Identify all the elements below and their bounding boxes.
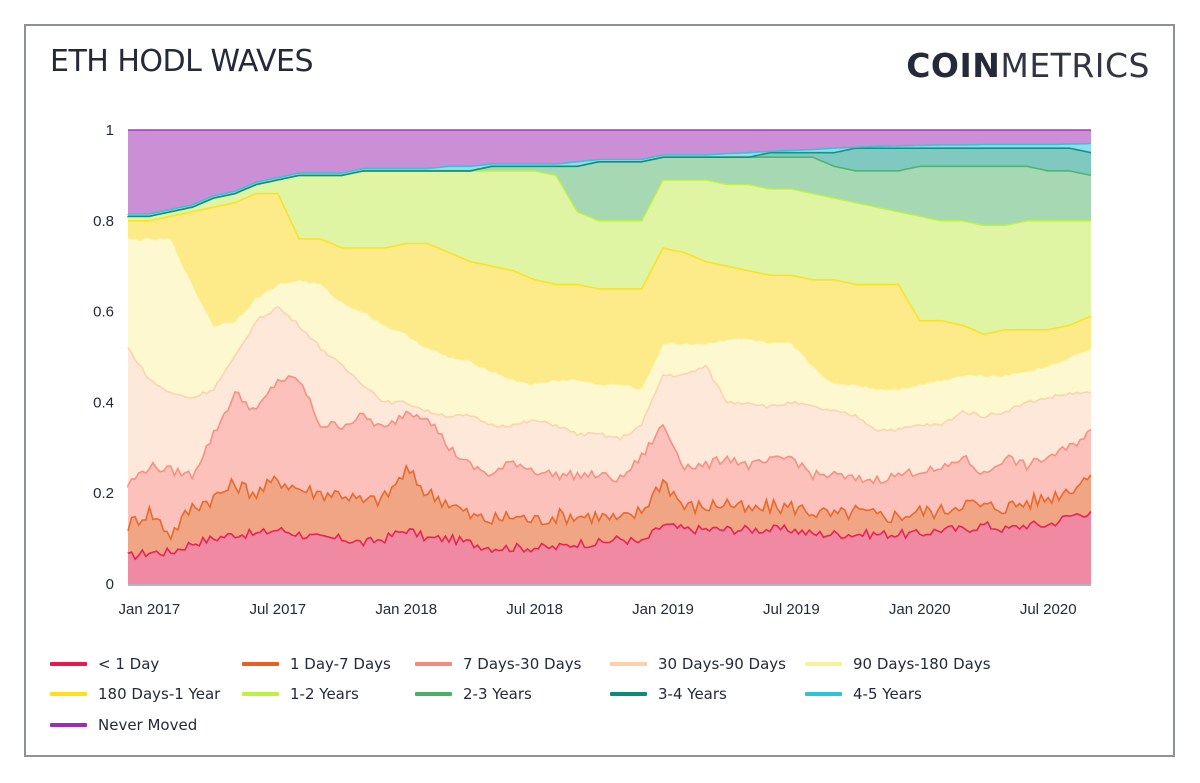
line-3-4-years [127, 147, 1092, 218]
band-lines [127, 129, 1092, 561]
line-7-days-30-days [127, 374, 1092, 489]
area-1-day [128, 511, 1091, 584]
y-tick-label: 0.2 [93, 485, 114, 502]
line-1-day [127, 510, 1092, 561]
x-tick-label: Jul 2020 [1020, 601, 1077, 618]
legend-item[interactable]: 1 Day-7 Days [242, 655, 391, 673]
legend-item[interactable]: 7 Days-30 Days [415, 655, 581, 673]
legend-label: 1 Day-7 Days [290, 655, 391, 673]
legend-swatch [242, 692, 279, 696]
legend-label: 7 Days-30 Days [463, 655, 582, 673]
line-180-days-1-year [128, 192, 1092, 336]
legend-swatch [50, 723, 87, 727]
y-axis-ticks: 0 0.2 0.4 0.6 0.8 1 [93, 122, 114, 593]
y-tick-label: 0 [106, 576, 114, 593]
line-30-days-90-days [127, 305, 1092, 441]
legend-label: Never Moved [98, 716, 198, 734]
y-tick-label: 0.4 [93, 394, 114, 411]
legend-item[interactable]: 3-4 Years [610, 685, 727, 703]
x-tick-label: Jan 2018 [375, 601, 437, 618]
legend-item[interactable]: Never Moved [50, 716, 197, 734]
y-tick-label: 0.8 [93, 213, 114, 230]
x-axis-ticks: Jan 2017 Jul 2017 Jan 2018 Jul 2018 Jan 2019… [119, 601, 1077, 618]
line-4-5-years [127, 142, 1092, 215]
legend-item[interactable]: 4-5 Years [805, 685, 922, 703]
legend-label: 1-2 Years [290, 685, 359, 703]
legend-label: 180 Days-1 Year [98, 685, 221, 703]
legend-label: 2-3 Years [463, 685, 532, 703]
legend-swatch [415, 692, 452, 696]
y-tick-label: 1 [106, 122, 114, 139]
legend-label: 90 Days-180 Days [853, 655, 991, 673]
chart-title: ETH HODL WAVES [50, 44, 314, 79]
legend-label: 4-5 Years [853, 685, 922, 703]
legend-label: 30 Days-90 Days [658, 655, 786, 673]
legend-item[interactable]: 30 Days-90 Days [610, 655, 786, 673]
x-tick-label: Jul 2017 [249, 601, 306, 618]
legend-swatch [805, 692, 842, 696]
legend-swatch [242, 662, 279, 666]
logo-light-text: METRICS [1000, 46, 1150, 85]
logo-bold-text: COIN [906, 46, 1001, 85]
x-tick-label: Jul 2018 [506, 601, 563, 618]
legend-item[interactable]: 90 Days-180 Days [805, 655, 991, 673]
line-90-days-180-days [127, 236, 1092, 391]
legend-swatch [415, 662, 452, 666]
legend-swatch [805, 662, 842, 666]
coinmetrics-logo: COINMETRICS [906, 46, 1150, 85]
legend-label: < 1 Day [98, 655, 160, 673]
y-tick-label: 0.6 [93, 304, 114, 321]
legend-item[interactable]: 180 Days-1 Year [50, 685, 220, 703]
legend-swatch [50, 662, 87, 666]
x-tick-label: Jan 2020 [889, 601, 951, 618]
legend-swatch [50, 692, 87, 696]
legend-item[interactable]: 1-2 Years [242, 685, 359, 703]
legend-item[interactable]: 2-3 Years [415, 685, 532, 703]
legend-swatch [610, 692, 647, 696]
legend-swatch [610, 662, 647, 666]
legend-label: 3-4 Years [658, 685, 727, 703]
x-tick-label: Jul 2019 [763, 601, 820, 618]
area-bands [128, 130, 1091, 584]
legend-item[interactable]: < 1 Day [50, 655, 159, 673]
x-tick-label: Jan 2017 [119, 601, 181, 618]
line-1-day-7-days [127, 463, 1092, 542]
x-tick-label: Jan 2019 [632, 601, 694, 618]
